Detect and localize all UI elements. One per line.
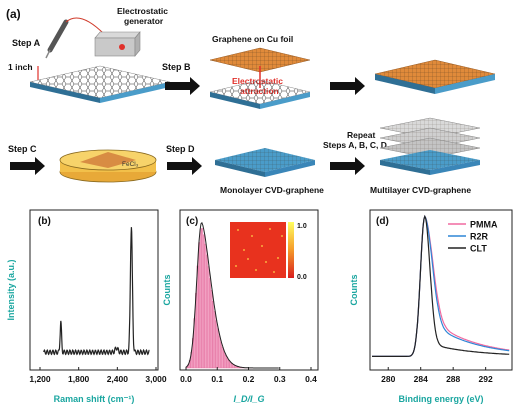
- x-tick-label: 0.3: [274, 374, 286, 384]
- step-d-label: Step D: [166, 144, 195, 154]
- xlabel-b: Raman shift (cm⁻¹): [54, 394, 135, 404]
- histogram-bar: [202, 234, 205, 369]
- panel-label-a: (a): [6, 7, 21, 21]
- map-defect-dot: [255, 269, 257, 271]
- electrospinning-nozzle: [45, 17, 105, 59]
- chart-d: (d) PMMA R2R CLT 280 284 288 292 Binding ener…: [349, 209, 513, 404]
- histogram-bar: [198, 242, 200, 369]
- histogram-bar: [229, 361, 232, 369]
- chart-c: (c) 1.0 0.0 0.0 0.1 0.2 0.3 0.4 I_D/I_G Coun…: [162, 209, 319, 404]
- raman-map-inset: [230, 222, 294, 278]
- fiber-mat-a: [29, 65, 171, 103]
- fecl3-dish: [59, 149, 157, 183]
- x-tick-label: 280: [381, 374, 395, 384]
- map-defect-dot: [243, 249, 245, 251]
- histogram-fit-line: [185, 221, 279, 369]
- histogram-bar: [213, 311, 216, 369]
- generator-label-1: Electrostatic: [117, 6, 168, 16]
- transferred-stack: [374, 59, 496, 94]
- monolayer-graphene: [215, 148, 315, 177]
- raman-spectrum-line: [43, 227, 150, 356]
- histogram-bar: [204, 243, 207, 369]
- step-c-label: Step C: [8, 144, 37, 154]
- arrow-b2: [330, 77, 365, 95]
- histogram-bar: [215, 320, 218, 369]
- map-defect-dot: [247, 258, 249, 260]
- map-defect-dot: [281, 235, 283, 237]
- map-defect-dot: [273, 271, 275, 273]
- arrow-b: [165, 77, 200, 95]
- histogram-bar: [199, 228, 202, 369]
- histogram-bar: [227, 360, 230, 369]
- histogram-bar: [217, 328, 219, 369]
- histogram-bar: [224, 354, 227, 369]
- histogram-bar: [209, 278, 211, 369]
- histogram-bar: [220, 341, 222, 369]
- ylabel-d: Counts: [349, 275, 359, 306]
- histogram-bar: [221, 347, 224, 369]
- cbar-bottom-tick: 0.0: [297, 274, 307, 281]
- cbar-top-tick: 1.0: [297, 223, 307, 230]
- panel-label-d: (d): [376, 216, 389, 227]
- histogram-bar: [212, 301, 215, 369]
- one-inch-label: 1 inch: [8, 62, 33, 72]
- map-defect-dot: [277, 257, 279, 259]
- arrow-d: [167, 157, 202, 175]
- map-defect-dot: [269, 228, 271, 230]
- repeat-label-1: Repeat: [347, 130, 376, 140]
- copper-foil-b: [209, 47, 311, 73]
- electrostatic-generator: [94, 31, 141, 57]
- x-tick-label: 2,400: [107, 374, 129, 384]
- generator-label-2: generator: [124, 16, 164, 26]
- map-defect-dot: [261, 245, 263, 247]
- xps-series-pmma: [372, 214, 510, 357]
- multilayer-graphene: [379, 117, 481, 175]
- x-tick-label: 3,000: [145, 374, 167, 384]
- xps-series-r2r: [372, 214, 510, 357]
- fecl3-label: FeCl₃: [122, 161, 139, 168]
- x-tick-label: 0.0: [180, 374, 192, 384]
- xlabel-d: Binding energy (eV): [398, 394, 483, 404]
- panel-label-c: (c): [186, 216, 198, 227]
- histogram-bar: [218, 335, 221, 369]
- panel-label-b: (b): [38, 216, 51, 227]
- ylabel-c: Counts: [162, 275, 172, 306]
- map-defect-dot: [265, 261, 267, 263]
- legend-label: R2R: [470, 232, 489, 242]
- histogram-bar: [207, 266, 210, 369]
- x-tick-label: 0.2: [243, 374, 255, 384]
- fiber-mat-b: [209, 79, 311, 109]
- graphene-cu-label: Graphene on Cu foil: [212, 34, 293, 44]
- xlabel-c: I_D/I_G: [233, 394, 264, 404]
- step-a-label: Step A: [12, 38, 41, 48]
- legend-label: CLT: [470, 244, 487, 254]
- repeat-label-2: Steps A, B, C, D: [323, 140, 387, 150]
- histogram-bar: [226, 357, 229, 369]
- histogram-bar: [201, 228, 204, 369]
- legend-label: PMMA: [470, 220, 498, 230]
- x-tick-label: 1,800: [68, 374, 90, 384]
- x-tick-label: 288: [446, 374, 460, 384]
- x-tick-label: 284: [414, 374, 428, 384]
- x-tick-label: 0.1: [211, 374, 223, 384]
- map-defect-dot: [235, 265, 237, 267]
- chart-b: (b) 1,200 1,800 2,400 3,000 Raman shift (cm…: [6, 209, 167, 404]
- step-b-label: Step B: [162, 62, 191, 72]
- histogram-bar: [210, 290, 213, 369]
- x-tick-label: 1,200: [29, 374, 51, 384]
- monolayer-label: Monolayer CVD-graphene: [220, 185, 324, 195]
- arrow-repeat: [330, 157, 365, 175]
- x-tick-label: 0.4: [305, 374, 317, 384]
- map-defect-dot: [237, 229, 239, 231]
- multilayer-label: Multilayer CVD-graphene: [370, 185, 471, 195]
- histogram-bar: [206, 254, 208, 369]
- x-tick-label: 292: [479, 374, 493, 384]
- histogram-bar: [223, 351, 225, 369]
- ylabel-b: Intensity (a.u.): [6, 259, 16, 320]
- map-defect-dot: [251, 235, 253, 237]
- arrow-c: [10, 157, 45, 175]
- xps-series-clt: [372, 214, 510, 357]
